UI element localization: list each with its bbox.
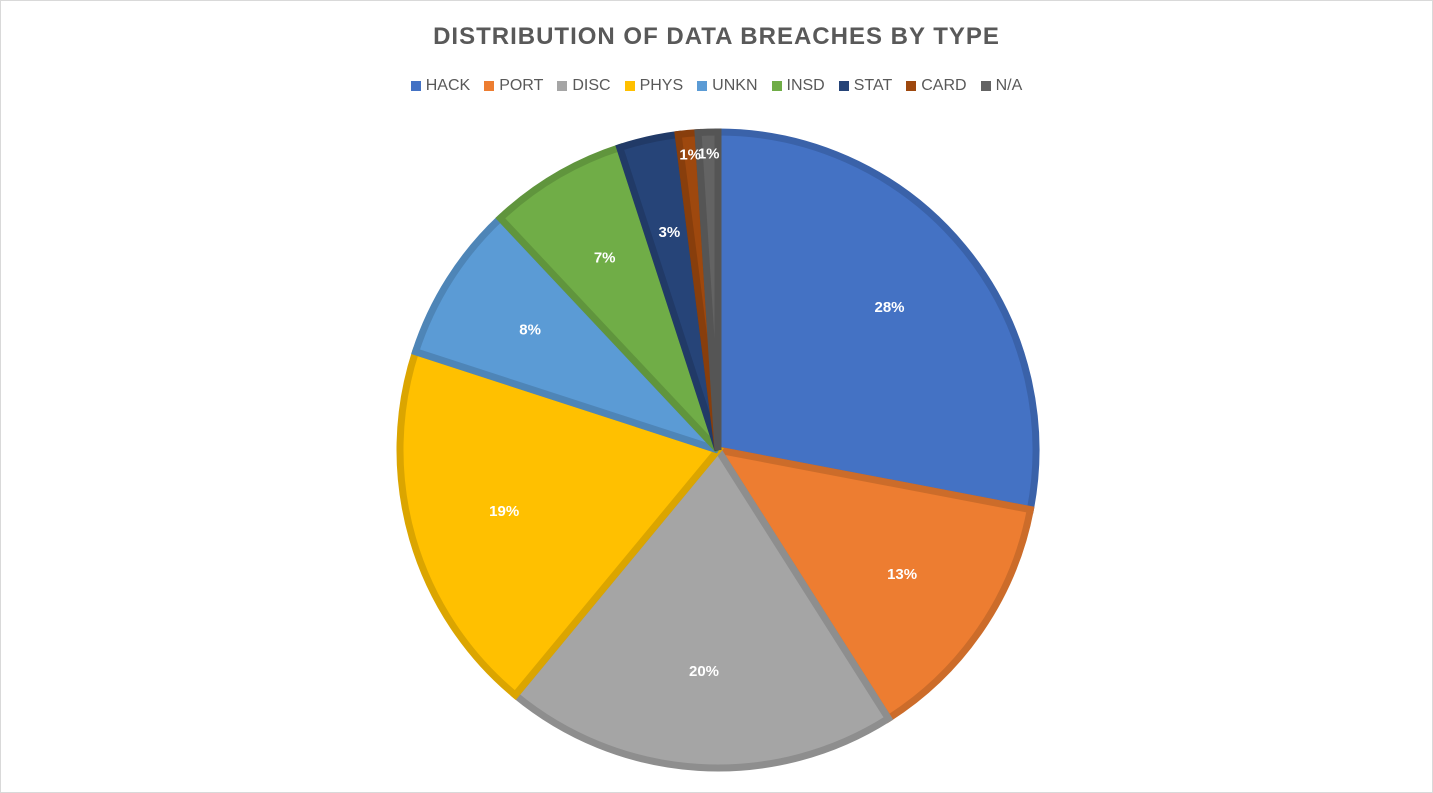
legend-swatch <box>771 81 782 91</box>
legend-item: PHYS <box>624 77 684 95</box>
data-label: 13% <box>887 566 917 583</box>
legend-item: N/A <box>980 77 1023 95</box>
pie-slice <box>714 128 1040 514</box>
legend-swatch <box>484 81 495 91</box>
data-label: 3% <box>659 224 681 241</box>
data-label: 28% <box>874 299 904 316</box>
data-label: 1% <box>679 147 701 164</box>
data-label: 19% <box>489 503 519 520</box>
legend-label: STAT <box>853 77 893 94</box>
data-label: 8% <box>519 322 541 339</box>
legend-swatch <box>906 81 917 91</box>
pie-slice <box>694 128 722 451</box>
legend-label: N/A <box>995 77 1023 94</box>
legend-label: DISC <box>572 77 611 94</box>
legend-label: UNKN <box>712 77 758 94</box>
legend-swatch <box>838 81 849 91</box>
legend-swatch <box>624 81 635 91</box>
pie-slice <box>510 444 894 772</box>
legend-label: PHYS <box>639 77 684 94</box>
legend-swatch <box>697 81 708 91</box>
pie-slice <box>495 143 722 453</box>
legend-item: DISC <box>557 77 611 95</box>
legend-item: UNKN <box>697 77 758 95</box>
pie-slice <box>396 347 724 700</box>
data-label: 1% <box>698 145 720 162</box>
data-label: 20% <box>689 663 719 680</box>
pie-slice <box>411 213 721 454</box>
legend-item: STAT <box>838 77 893 95</box>
legend-item: INSD <box>771 77 825 95</box>
legend-label: INSD <box>786 77 825 94</box>
legend-swatch <box>557 81 568 91</box>
pie-slice <box>710 445 1035 724</box>
legend-item: CARD <box>906 77 967 95</box>
legend-item: PORT <box>484 77 543 95</box>
legend-swatch <box>410 81 421 91</box>
legend-label: CARD <box>921 77 967 94</box>
chart-title: DISTRIBUTION OF DATA BREACHES BY TYPE <box>433 23 1000 50</box>
legend-label: HACK <box>425 77 471 94</box>
legend-swatch <box>980 81 991 91</box>
legend-item: HACK <box>410 77 471 95</box>
legend-label: PORT <box>499 77 544 94</box>
data-label: 7% <box>594 249 616 266</box>
chart-legend: HACK PORT DISC PHYS UNKN INSD STAT CARD N/A <box>1 77 1432 95</box>
